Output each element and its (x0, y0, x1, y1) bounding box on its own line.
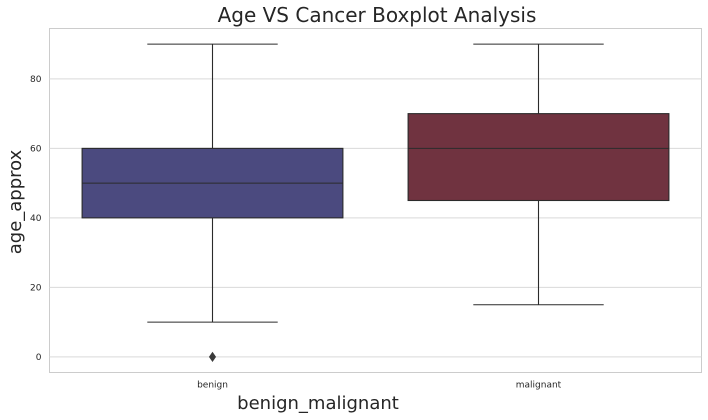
y-tick-label-40: 40 (30, 214, 42, 224)
boxes (81, 43, 670, 362)
y-tick-label-80: 80 (30, 75, 42, 85)
tick-labels: 0 20 40 60 80 benign malignant (30, 75, 562, 391)
plot-frame (49, 28, 702, 373)
y-tick-label-0: 0 (36, 353, 42, 363)
x-tick-label-benign: benign (197, 381, 228, 391)
y-axis-label: age_approx (5, 149, 26, 254)
box-benign (81, 43, 344, 362)
outlier-benign-0 (208, 351, 217, 362)
iqr-box-malignant (407, 113, 670, 202)
chart-title: Age VS Cancer Boxplot Analysis (218, 3, 537, 27)
y-tick-label-60: 60 (30, 144, 42, 154)
box-malignant (407, 43, 670, 306)
x-tick-label-malignant: malignant (516, 381, 562, 391)
y-tick-label-20: 20 (30, 283, 42, 293)
x-axis-label: benign_malignant (237, 393, 399, 414)
